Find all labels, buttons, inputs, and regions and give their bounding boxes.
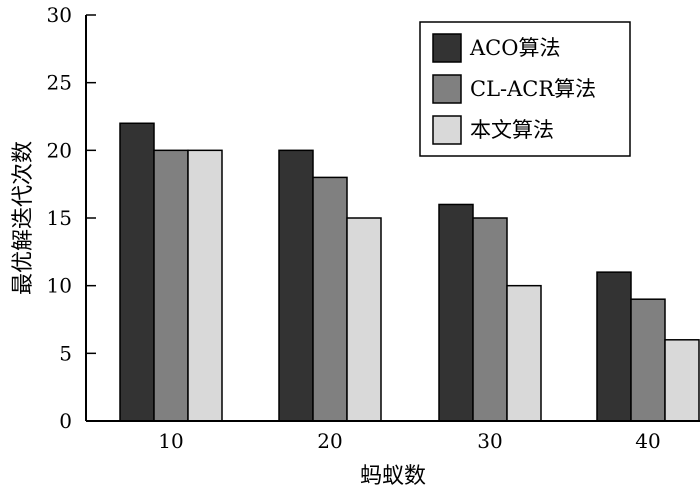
legend-swatch — [432, 33, 462, 63]
x-tick-label: 40 — [635, 429, 660, 453]
y-tick-label: 10 — [47, 274, 72, 298]
legend-label: ACO算法 — [469, 36, 560, 60]
bar-40-series-3 — [664, 339, 700, 422]
legend-swatch — [432, 74, 462, 104]
bar-10-series-1 — [119, 122, 155, 422]
legend-label: 本文算法 — [470, 118, 554, 142]
x-tick-label: 10 — [158, 429, 183, 453]
bars-layer — [119, 122, 700, 422]
y-tick-label: 30 — [47, 3, 72, 27]
bar-10-series-3 — [187, 149, 223, 422]
y-axis-label: 最优解迭代次数 — [11, 141, 36, 295]
legend-swatch — [432, 115, 462, 145]
x-tick-label: 20 — [317, 429, 342, 453]
x-tick-label: 30 — [477, 429, 502, 453]
bar-20-series-2 — [312, 176, 348, 422]
bar-30-series-3 — [506, 284, 542, 422]
legend-label: CL-ACR算法 — [470, 77, 596, 101]
bar-10-series-2 — [153, 149, 189, 422]
bar-30-series-1 — [438, 203, 474, 422]
bar-20-series-3 — [346, 217, 382, 422]
y-tick-label: 0 — [59, 409, 72, 433]
bar-40-series-1 — [596, 271, 632, 422]
bar-20-series-1 — [278, 149, 314, 422]
y-tick-label: 20 — [47, 138, 72, 162]
x-axis-label: 蚂蚁数 — [360, 464, 426, 489]
x-ticks: 10 20 30 40 — [158, 429, 660, 453]
y-tick-label: 15 — [47, 206, 72, 230]
y-ticks: 0 5 10 15 20 25 30 — [47, 3, 96, 433]
y-tick-label: 5 — [59, 341, 72, 365]
y-tick-label: 25 — [47, 71, 72, 95]
bar-40-series-2 — [630, 298, 666, 422]
bar-30-series-2 — [472, 217, 508, 422]
